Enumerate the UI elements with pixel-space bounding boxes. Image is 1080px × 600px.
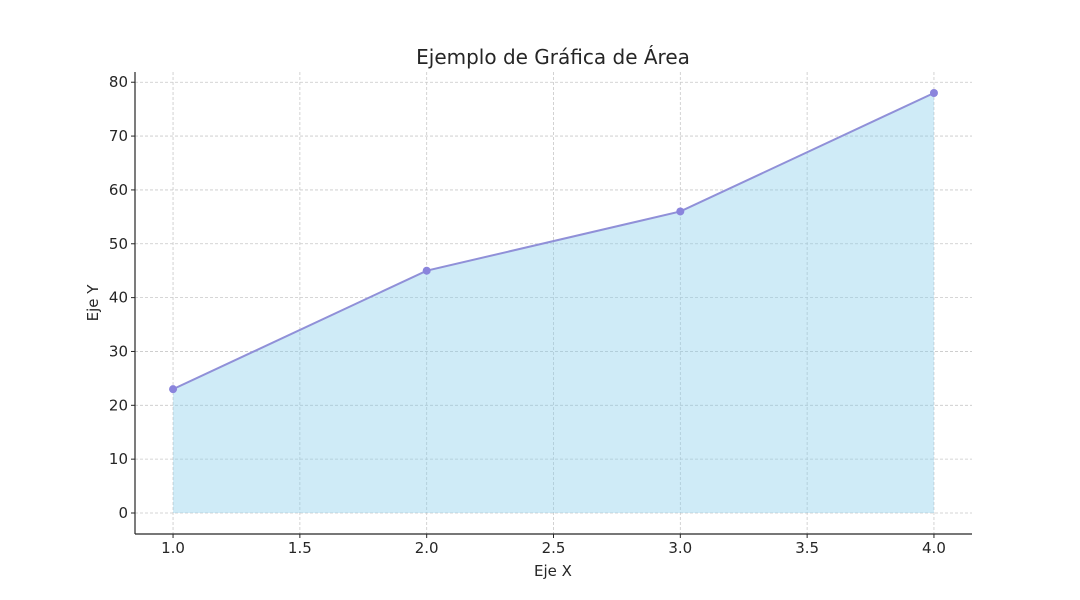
y-tick-label: 10 (109, 450, 128, 468)
y-tick-label: 30 (109, 342, 128, 360)
y-axis-label: Eje Y (84, 284, 102, 322)
y-tick-label: 70 (109, 127, 128, 145)
grid-lines (135, 72, 972, 534)
x-tick-label: 2.5 (542, 539, 566, 557)
data-point (929, 89, 938, 97)
y-tick-label: 50 (109, 235, 128, 253)
y-tick-label: 60 (109, 181, 128, 199)
series-line (172, 92, 935, 391)
x-tick-label: 4.0 (922, 539, 946, 557)
x-tick-label: 3.0 (668, 539, 692, 557)
data-point (422, 266, 431, 275)
y-axis-ticks: 0 10 20 30 40 50 60 70 80 (109, 73, 135, 522)
area-fill (173, 93, 934, 513)
data-markers (169, 89, 938, 394)
x-tick-label: 1.0 (161, 539, 185, 557)
chart-title: Ejemplo de Gráfica de Área (416, 45, 690, 69)
x-axis-ticks: 1.0 1.5 2.0 2.5 3.0 3.5 4.0 (161, 534, 946, 557)
x-tick-label: 3.5 (795, 539, 819, 557)
y-tick-label: 0 (118, 504, 128, 522)
y-tick-label: 80 (109, 73, 128, 91)
x-axis-label: Eje X (534, 562, 572, 580)
y-tick-label: 20 (109, 396, 128, 414)
data-point (169, 385, 178, 394)
x-tick-label: 2.0 (415, 539, 439, 557)
y-tick-label: 40 (109, 289, 128, 307)
x-tick-label: 1.5 (288, 539, 312, 557)
data-point (676, 207, 685, 216)
